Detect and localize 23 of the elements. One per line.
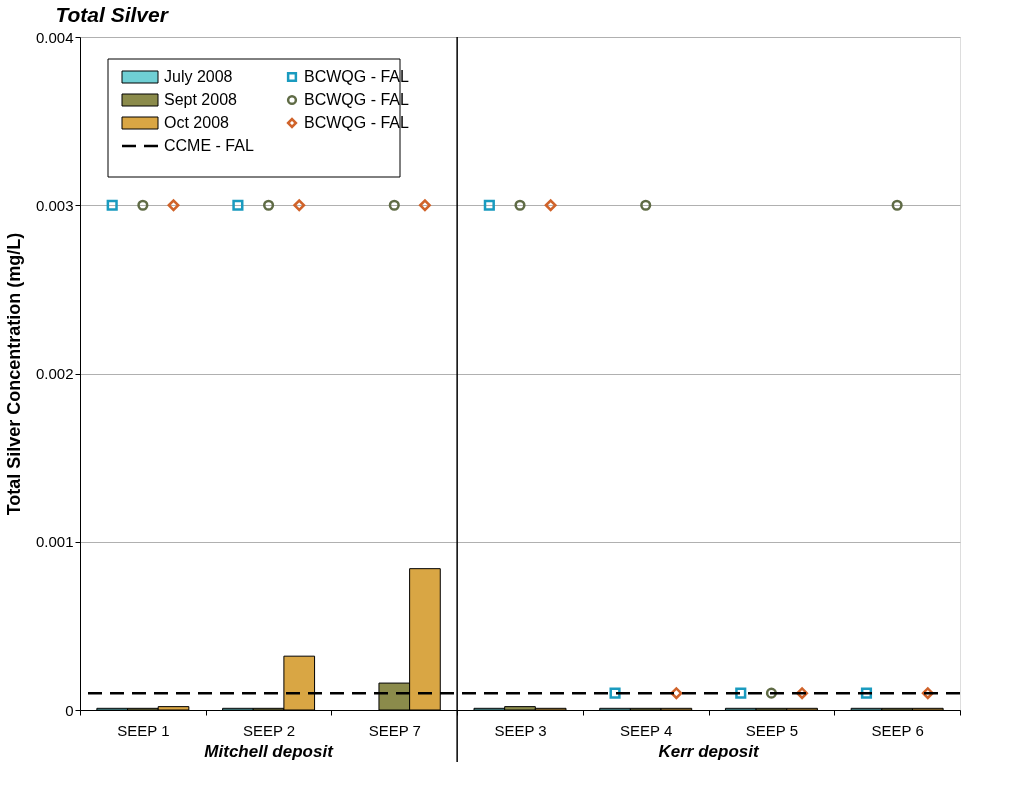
legend-label: CCME - FAL — [164, 137, 254, 154]
x-tick-label: SEEP 1 — [117, 721, 170, 739]
x-tick-label: SEEP 4 — [620, 721, 673, 739]
y-tick-label: 0.002 — [35, 365, 74, 382]
y-tick-label: 0 — [65, 701, 74, 719]
x-tick-label: SEEP 6 — [871, 721, 924, 739]
x-tick-label: SEEP 2 — [242, 721, 296, 739]
x-tick-label: SEEP 3 — [494, 721, 547, 739]
y-tick-label: 0.001 — [35, 533, 74, 551]
y-tick-label: 0.004 — [35, 28, 74, 46]
y-tick-label: 0.003 — [35, 196, 74, 214]
legend-label: Oct 2008 — [164, 114, 230, 131]
legend-label: BCWQG - FAL — [304, 91, 409, 108]
x-tick-label: SEEP 5 — [745, 721, 799, 739]
y-axis-title: Total Silver Concentration (mg/L) — [3, 232, 24, 516]
text: Kerr deposit — [658, 742, 760, 761]
text: Mitchell deposit — [204, 742, 335, 761]
chart-title: Total Silver — [55, 3, 170, 26]
legend-label: July 2008 — [164, 68, 233, 85]
x-tick-label: SEEP 7 — [368, 721, 421, 739]
legend-label: Sept 2008 — [164, 91, 238, 108]
legend-label: BCWQG - FAL — [304, 114, 409, 131]
legend-label: BCWQG - FAL — [304, 68, 409, 85]
